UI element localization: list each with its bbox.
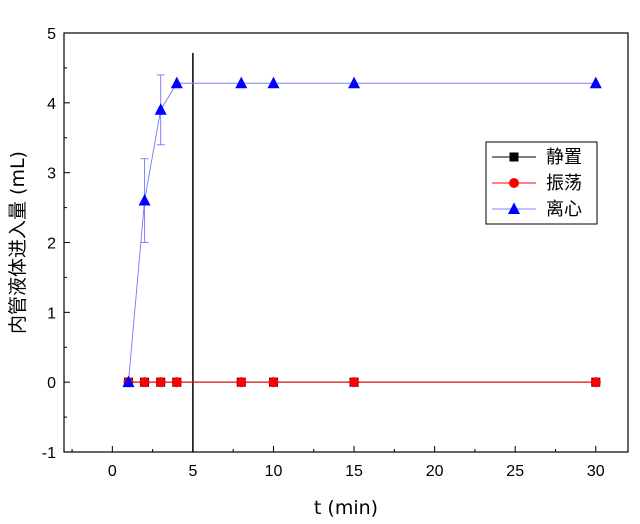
data-point [348, 76, 361, 89]
data-point [267, 76, 280, 89]
data-point [268, 377, 279, 388]
series-triangle [122, 74, 602, 388]
ticks: 0 5 10 15 20 25 30 -1 0 1 2 3 4 5 [42, 26, 605, 480]
legend-marker [509, 178, 519, 188]
y-tick-label: 4 [47, 96, 56, 113]
series-line [127, 82, 596, 383]
series [122, 74, 602, 388]
x-tick-label: 10 [265, 463, 283, 480]
legend-label: 振荡 [546, 173, 582, 194]
legend-label: 离心 [546, 199, 582, 220]
data-point [236, 377, 247, 388]
y-tick-label: 3 [47, 166, 56, 183]
x-tick-label: 15 [345, 463, 363, 480]
x-tick-label: 20 [426, 463, 444, 480]
y-tick-label: 1 [47, 305, 56, 322]
data-point [170, 76, 183, 89]
axes [63, 32, 629, 453]
y-tick-label: 2 [47, 236, 56, 253]
x-tick-label: 30 [587, 463, 605, 480]
series-circle [123, 377, 601, 388]
data-point [590, 377, 601, 388]
y-axis-title: 内管液体进入量 (mL) [7, 151, 29, 334]
y-tick-label: 0 [47, 375, 56, 392]
legend-marker [509, 152, 519, 162]
data-point [349, 377, 360, 388]
x-tick-label: 0 [108, 463, 117, 480]
data-point [139, 377, 150, 388]
data-point [171, 377, 182, 388]
y-tick-label: -1 [42, 445, 56, 462]
plot-frame [63, 32, 629, 453]
data-point [235, 76, 248, 89]
data-point [122, 375, 135, 388]
x-tick-label: 5 [188, 463, 197, 480]
x-axis-title: t (min) [314, 497, 378, 519]
data-point [138, 194, 151, 206]
data-point [589, 76, 602, 89]
legend-label: 静置 [546, 147, 582, 168]
x-tick-label: 25 [506, 463, 524, 480]
legend-marker [508, 202, 520, 214]
data-point [154, 103, 167, 115]
y-tick-label: 5 [47, 26, 56, 43]
data-point [155, 377, 166, 388]
